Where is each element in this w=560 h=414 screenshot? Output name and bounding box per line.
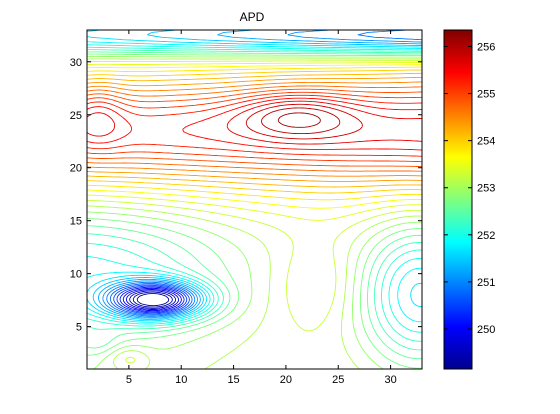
contour-line <box>87 62 422 221</box>
colorbar-tick-label: 253 <box>477 183 495 195</box>
x-tick-label: 10 <box>175 374 187 386</box>
plot-area: 5 10 15 20 25 30 5 10 15 20 25 30 <box>70 29 423 386</box>
x-axis: 5 10 15 20 25 30 <box>126 30 397 386</box>
y-tick-label: 20 <box>70 163 82 175</box>
y-tick-label: 25 <box>70 110 82 122</box>
contour-line <box>87 94 422 157</box>
colorbar: 250 251 252 253 254 255 256 <box>443 29 495 370</box>
x-tick-label: 30 <box>384 374 396 386</box>
x-tick-label: 15 <box>227 374 239 386</box>
contour-line <box>87 46 422 342</box>
contour-line <box>98 30 422 319</box>
contour-line <box>87 100 422 145</box>
colorbar-tick-label: 252 <box>477 230 495 242</box>
contour-line <box>87 88 422 168</box>
contour-line <box>87 30 422 322</box>
contour-line <box>102 30 422 318</box>
colorbar-gradient <box>443 29 473 370</box>
contour-line <box>87 81 422 177</box>
contour-line <box>136 293 170 307</box>
contour-line <box>87 66 422 201</box>
contour-line <box>261 107 341 135</box>
x-tick-label: 5 <box>126 374 132 386</box>
contour-line <box>87 91 422 163</box>
contour-line <box>245 103 363 140</box>
contour-line <box>132 291 173 308</box>
contour-line <box>87 60 422 364</box>
contour-line <box>109 283 193 316</box>
contour-line <box>87 72 422 188</box>
contour-line <box>87 97 422 151</box>
colorbar-tick-label: 254 <box>477 136 495 148</box>
contour-line <box>129 290 177 309</box>
contour-line <box>87 51 422 360</box>
contour-line <box>87 85 422 172</box>
colorbar-tick-label: 255 <box>477 89 495 101</box>
contour-line <box>87 53 422 369</box>
colorbar-tick-label: 256 <box>477 41 495 53</box>
colorbar-tick-label: 251 <box>477 277 495 289</box>
contour-line <box>87 44 422 333</box>
y-tick-label: 15 <box>70 216 82 228</box>
contour-line <box>87 49 422 351</box>
contour-line <box>87 64 422 209</box>
contour-line <box>116 285 188 314</box>
contour-line <box>122 287 182 312</box>
contour-line <box>87 76 422 182</box>
contour-line <box>87 58 422 369</box>
plot-frame <box>86 29 423 370</box>
y-axis: 5 10 15 20 25 30 <box>70 57 422 334</box>
y-tick-label: 5 <box>76 322 82 334</box>
y-tick-label: 10 <box>70 269 82 281</box>
contour-line <box>119 286 185 313</box>
contour-lines <box>87 30 422 369</box>
colorbar-tick-label: 250 <box>477 324 495 336</box>
chart-title: APD <box>240 10 265 24</box>
colorbar-ticks: 250 251 252 253 254 255 256 <box>444 41 495 336</box>
contour-line <box>277 112 321 128</box>
x-tick-label: 20 <box>280 374 292 386</box>
contour-line <box>92 30 422 320</box>
x-tick-label: 25 <box>332 374 344 386</box>
contour-line <box>87 41 422 323</box>
contour-line <box>125 289 180 310</box>
contour-line <box>87 69 422 194</box>
contour-line <box>113 284 190 315</box>
y-tick-label: 30 <box>70 57 82 69</box>
